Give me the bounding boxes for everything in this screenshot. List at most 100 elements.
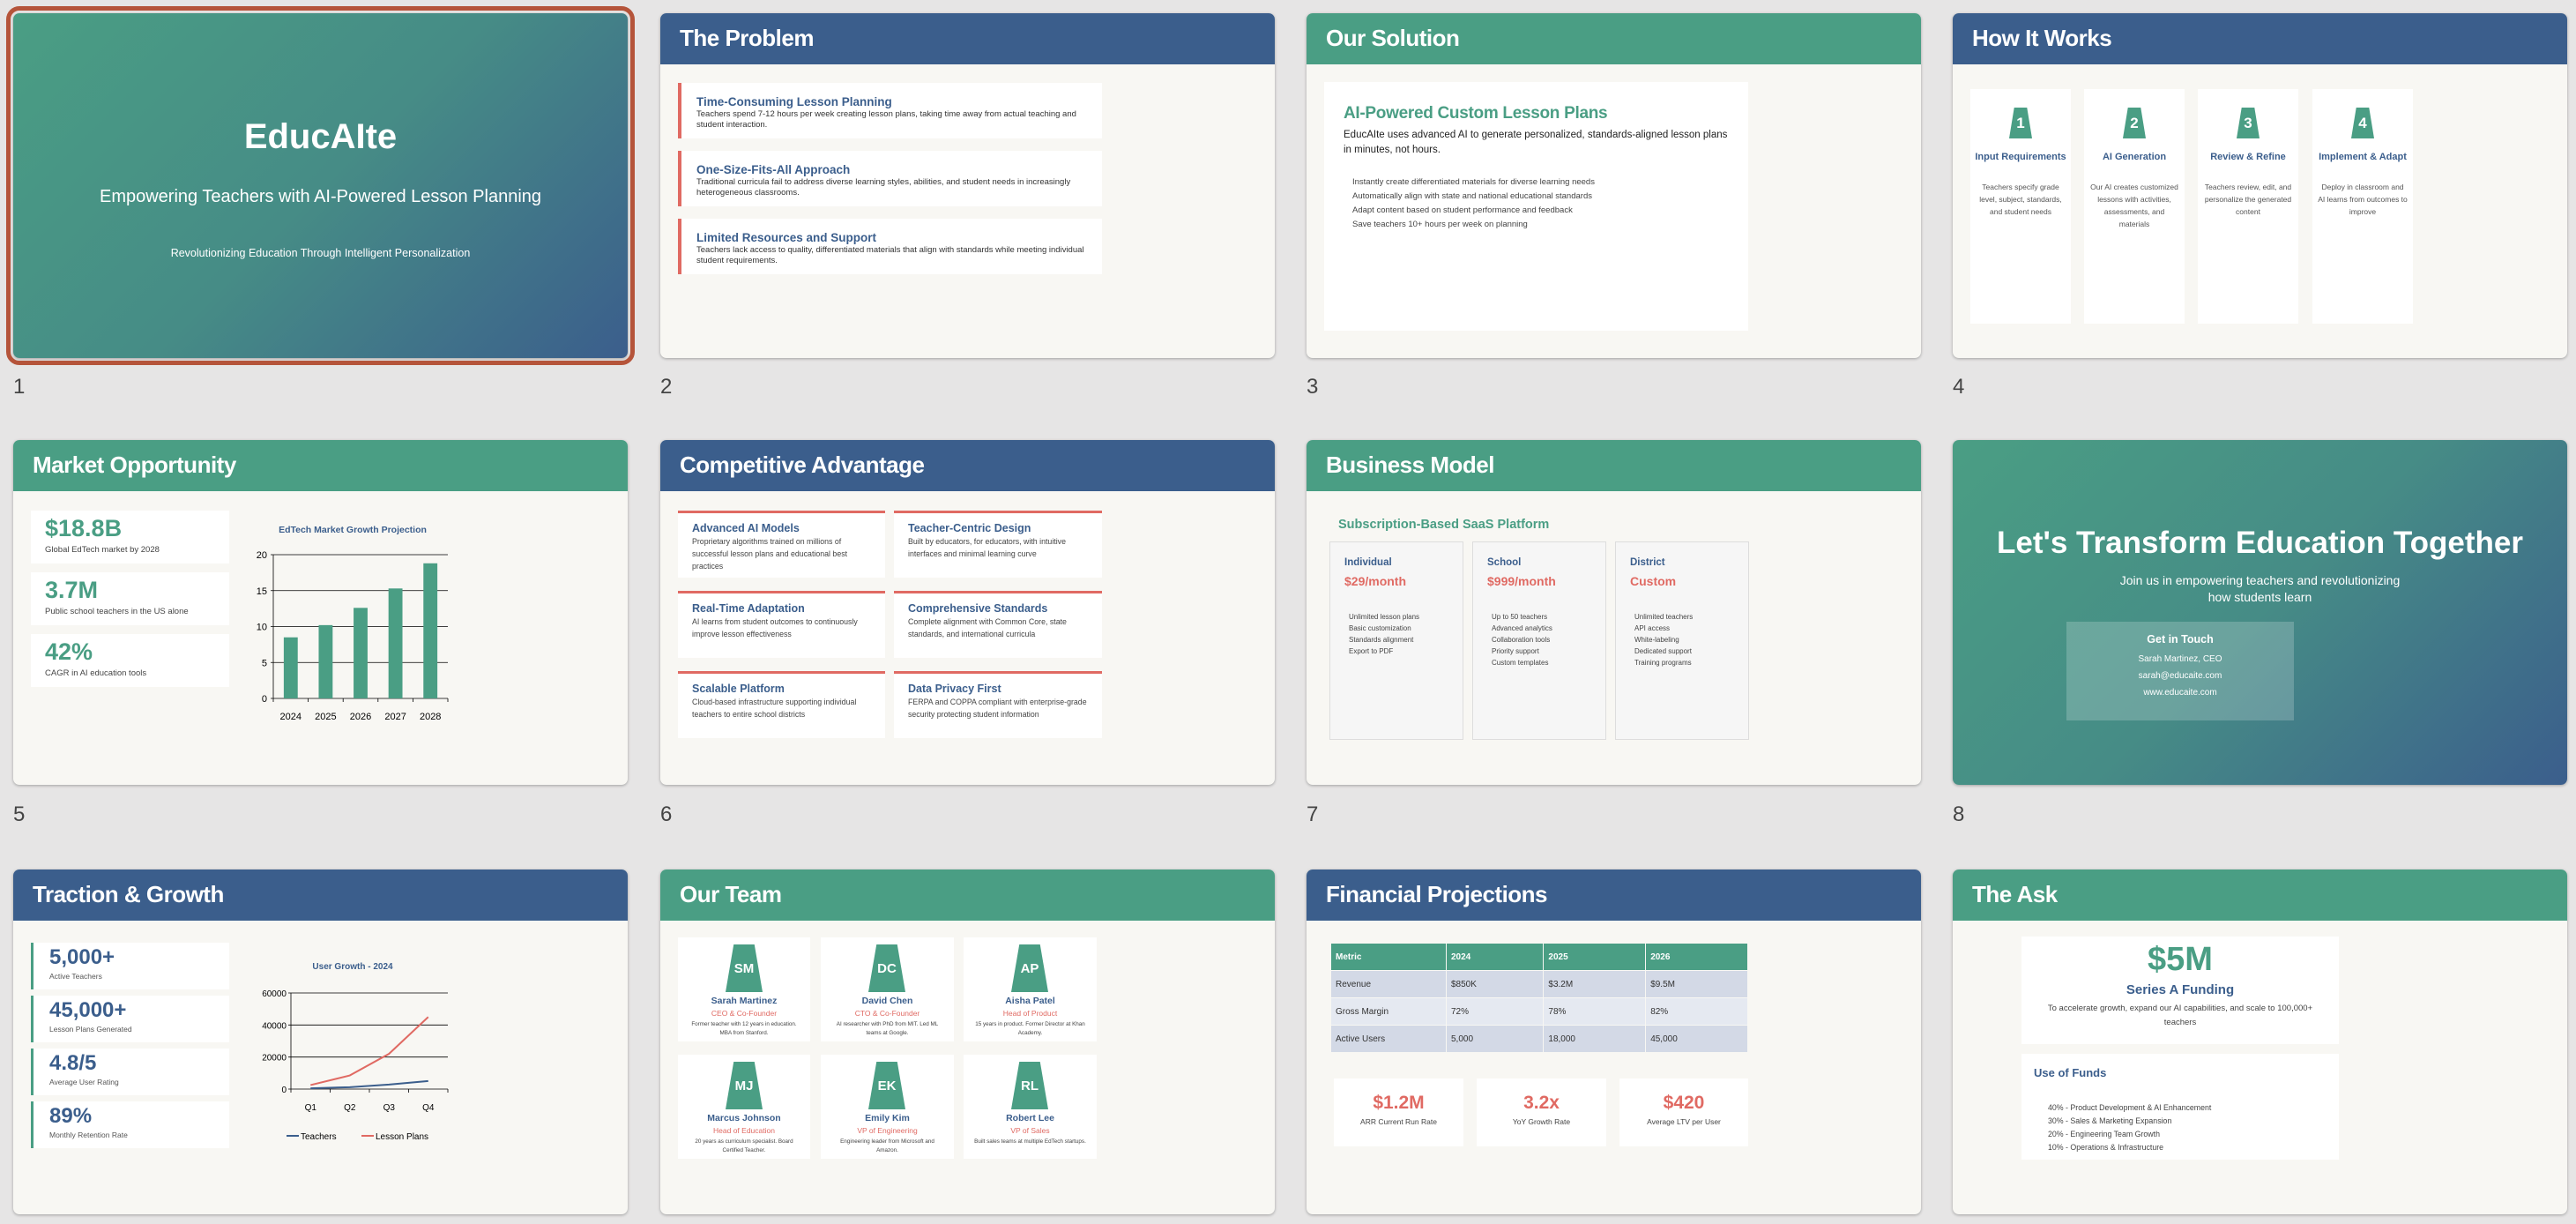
market-growth-bar-chart: 0 5 10 15 20 2024 2025 2026 2027 2028: [257, 550, 449, 722]
member-role: VP of Sales: [1010, 1126, 1050, 1135]
stat-card: $18.8B Global EdTech market by 2028: [31, 511, 229, 563]
step-card: 4 Implement & Adapt Deploy in classroom …: [2312, 89, 2413, 324]
financial-stat-card: $1.2M ARR Current Run Rate: [1334, 1078, 1463, 1146]
y-tick-label: 15: [257, 586, 267, 597]
stat-label: YoY Growth Rate: [1512, 1117, 1571, 1126]
stat-value: 3.2x: [1523, 1093, 1560, 1113]
column-header: 2024: [1447, 944, 1544, 970]
slide-6-thumbnail[interactable]: Competitive Advantage Advanced AI Models…: [660, 440, 1275, 785]
deck-subtitle: Empowering Teachers with AI-Powered Less…: [99, 187, 542, 206]
solution-text: EducAIte uses advanced AI to generate pe…: [1344, 130, 1728, 155]
traction-stat-card: 89% Monthly Retention Rate: [31, 1101, 229, 1148]
stat-value: $420: [1663, 1093, 1705, 1113]
column-header: 2026: [1646, 944, 1747, 970]
advantage-card: Real-Time Adaptation AI learns from stude…: [678, 591, 885, 658]
stat-value: 45,000+: [49, 998, 127, 1022]
problem-heading: Time-Consuming Lesson Planning: [696, 95, 892, 108]
slide-4-thumbnail[interactable]: How It Works 1 Input Requirements Teache…: [1953, 13, 2567, 358]
bullet: Instantly create differentiated material…: [1352, 177, 1595, 187]
chart-title: EdTech Market Growth Projection: [279, 525, 427, 535]
tier-name: District: [1630, 557, 1665, 568]
member-name: Aisha Patel: [1005, 996, 1055, 1006]
feature: Basic customization: [1349, 624, 1411, 632]
contact-heading: Get in Touch: [2147, 633, 2214, 646]
slide-title: Market Opportunity: [13, 440, 628, 491]
slide-2-thumbnail[interactable]: The Problem Time-Consuming Lesson Planni…: [660, 13, 1275, 358]
slide-number: 5: [13, 802, 26, 826]
slide-title: Our Team: [660, 869, 1275, 921]
member-role: CEO & Co-Founder: [711, 1009, 778, 1018]
x-tick-label: 2028: [420, 712, 441, 722]
team-member-card: RL Robert Lee VP of Sales Built sales teams…: [964, 1055, 1097, 1159]
stat-card: 3.7M Public school teachers in the US al…: [31, 572, 229, 625]
feature: Custom templates: [1492, 659, 1549, 667]
y-tick-label: 40000: [262, 1021, 287, 1031]
chart-title: User Growth - 2024: [312, 962, 393, 972]
contact-website[interactable]: www.educaite.com: [2143, 688, 2217, 698]
stat-value: 3.7M: [45, 577, 99, 603]
problem-item: Limited Resources and Support Teachers l…: [678, 219, 1102, 274]
bar: [283, 637, 298, 698]
slide-7-thumbnail[interactable]: Business Model Subscription-Based SaaS P…: [1307, 440, 1921, 785]
table-cell: 45,000: [1646, 1026, 1747, 1052]
business-subtitle: Subscription-Based SaaS Platform: [1338, 518, 1550, 532]
member-role: Head of Product: [1002, 1009, 1058, 1018]
slide-title: The Ask: [1953, 869, 2567, 921]
table-row: Revenue $850K $3.2M $9.5M: [1331, 971, 1747, 997]
member-bio: Built sales teams at multiple EdTech sta…: [974, 1138, 1086, 1145]
stat-label: Public school teachers in the US alone: [45, 607, 189, 616]
member-bio: AI researcher with PhD from MIT. Led ML …: [836, 1021, 939, 1036]
stat-value: 42%: [45, 638, 93, 665]
slide-9-thumbnail[interactable]: Traction & Growth 5,000+ Active Teachers …: [13, 869, 628, 1214]
slide-title: Financial Projections: [1307, 869, 1921, 921]
table-cell: $850K: [1447, 971, 1544, 997]
table-header-row: Metric 2024 2025 2026: [1331, 944, 1747, 970]
bullet: Automatically align with state and natio…: [1352, 191, 1592, 201]
advantage-heading: Teacher-Centric Design: [908, 522, 1031, 534]
closing-title: Let's Transform Education Together: [1997, 526, 2523, 560]
slide-10-thumbnail[interactable]: Our Team SM Sarah Martinez CEO & Co-Founde…: [660, 869, 1275, 1214]
member-name: Robert Lee: [1006, 1113, 1054, 1123]
traction-stat-card: 4.8/5 Average User Rating: [31, 1049, 229, 1095]
stat-label: Global EdTech market by 2028: [45, 545, 160, 555]
financial-table: Metric 2024 2025 2026 Revenue $850K $3.2M $9.5…: [1330, 943, 1748, 1053]
problem-text: Teachers spend 7-12 hours per week creat…: [696, 109, 1076, 130]
fund-allocation: 10% - Operations & Infrastructure: [2048, 1143, 2164, 1152]
bullet: Adapt content based on student performan…: [1352, 205, 1573, 215]
slide-12-thumbnail[interactable]: The Ask $5M Series A Funding To accelera…: [1953, 869, 2567, 1214]
member-name: Sarah Martinez: [711, 996, 778, 1006]
table-cell: 72%: [1447, 998, 1544, 1025]
slide-5-thumbnail[interactable]: Market Opportunity $18.8B Global EdTech …: [13, 440, 628, 785]
member-bio: 15 years in product. Former Director at …: [975, 1021, 1085, 1036]
slide-11-thumbnail[interactable]: Financial Projections Metric 2024 2025 2026…: [1307, 869, 1921, 1214]
slide-number: 8: [1953, 802, 1965, 826]
slide-title: Traction & Growth: [13, 869, 628, 921]
avatar: SM: [726, 944, 763, 992]
x-tick-label: 2026: [350, 712, 371, 722]
step-text: Our AI creates customized lessons with a…: [2090, 183, 2178, 228]
table-cell: 78%: [1544, 998, 1646, 1025]
slide-title: Our Solution: [1307, 13, 1921, 64]
member-role: VP of Engineering: [857, 1126, 918, 1135]
contact-email[interactable]: sarah@educaite.com: [2138, 671, 2222, 681]
contact-box: Get in Touch Sarah Martinez, CEO sarah@e…: [2066, 622, 2294, 720]
table-cell: Gross Margin: [1331, 998, 1446, 1025]
feature: Collaboration tools: [1492, 636, 1551, 644]
table-row: Active Users 5,000 18,000 45,000: [1331, 1026, 1747, 1052]
slide-3-thumbnail[interactable]: Our Solution AI-Powered Custom Lesson Pl…: [1307, 13, 1921, 358]
avatar: EK: [868, 1062, 905, 1109]
legend-label: Teachers: [301, 1132, 337, 1142]
y-tick-label: 20000: [262, 1054, 287, 1064]
problem-item: Time-Consuming Lesson Planning Teachers …: [678, 83, 1102, 138]
slide-8-thumbnail[interactable]: Let's Transform Education Together Join …: [1953, 440, 2567, 785]
member-bio: 20 years as curriculum specialist. Board…: [695, 1138, 793, 1153]
fund-allocation: 20% - Engineering Team Growth: [2048, 1130, 2160, 1138]
member-role: Head of Education: [713, 1126, 775, 1135]
slide-1-thumbnail[interactable]: EducAIte Empowering Teachers with AI-Pow…: [6, 6, 635, 365]
y-tick-label: 20: [257, 550, 267, 561]
y-tick-label: 10: [257, 623, 267, 633]
y-tick-label: 60000: [262, 989, 287, 999]
closing-subtitle: Join us in empowering teachers and revol…: [2119, 573, 2401, 604]
advantage-card: Teacher-Centric Design Built by educators…: [894, 511, 1102, 578]
funding-amount: $5M: [2148, 941, 2213, 978]
